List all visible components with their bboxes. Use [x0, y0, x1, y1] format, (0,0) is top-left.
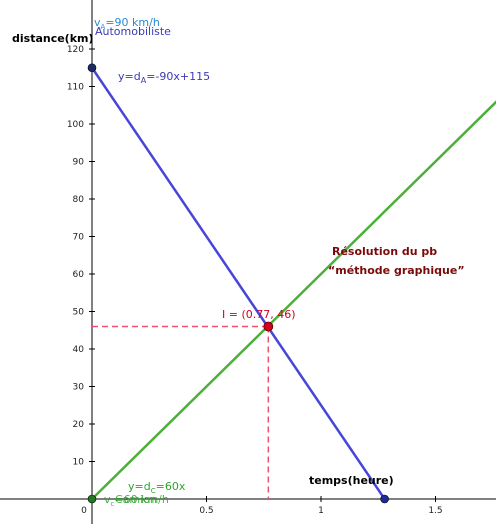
y-tick-label: 110	[67, 83, 84, 93]
y-axis-title: distance(km)	[12, 32, 94, 45]
series-line-automobile	[90, 67, 386, 500]
data-point	[380, 494, 389, 504]
y-tick-label: 80	[73, 195, 85, 205]
y-tick-label: 120	[67, 45, 84, 55]
y-tick-label: 40	[73, 345, 85, 355]
vc-label: vc=60 km/h	[104, 493, 169, 508]
y-tick-label: 100	[67, 120, 84, 130]
y-tick-label: 10	[73, 458, 85, 468]
x-tick-label: 1.5	[428, 506, 442, 516]
resolution-title: Résolution du pb	[332, 245, 437, 258]
y-tick-label: 70	[73, 233, 85, 243]
y-tick-label: 50	[73, 308, 85, 318]
data-point	[87, 494, 97, 504]
x-tick-label: 0	[81, 506, 87, 516]
intersection-point	[263, 321, 274, 332]
equation-a-label: y=dA=-90x+115	[118, 70, 210, 85]
x-tick-label: 1	[318, 506, 324, 516]
points-group	[87, 63, 389, 504]
x-axis-title: temps(heure)	[309, 474, 394, 487]
projection-lines	[92, 325, 270, 499]
va-label: vA=90 km/h	[94, 16, 160, 31]
y-tick-label: 60	[73, 270, 85, 280]
camion-label: Camion	[115, 493, 157, 506]
resolution-subtitle: “méthode graphique”	[328, 264, 465, 277]
intersection-label: I = (0.77, 46)	[222, 308, 296, 321]
series-group	[90, 67, 496, 500]
y-tick-label: 20	[73, 420, 85, 430]
data-point	[87, 63, 97, 73]
y-tick-label: 30	[73, 383, 85, 393]
automobiliste-label: Automobiliste	[95, 25, 171, 38]
equation-c-label: y=dC=60x	[128, 480, 186, 495]
y-tick-label: 90	[73, 158, 85, 168]
series-line-camion	[91, 100, 496, 500]
x-tick-label: 0.5	[199, 506, 213, 516]
